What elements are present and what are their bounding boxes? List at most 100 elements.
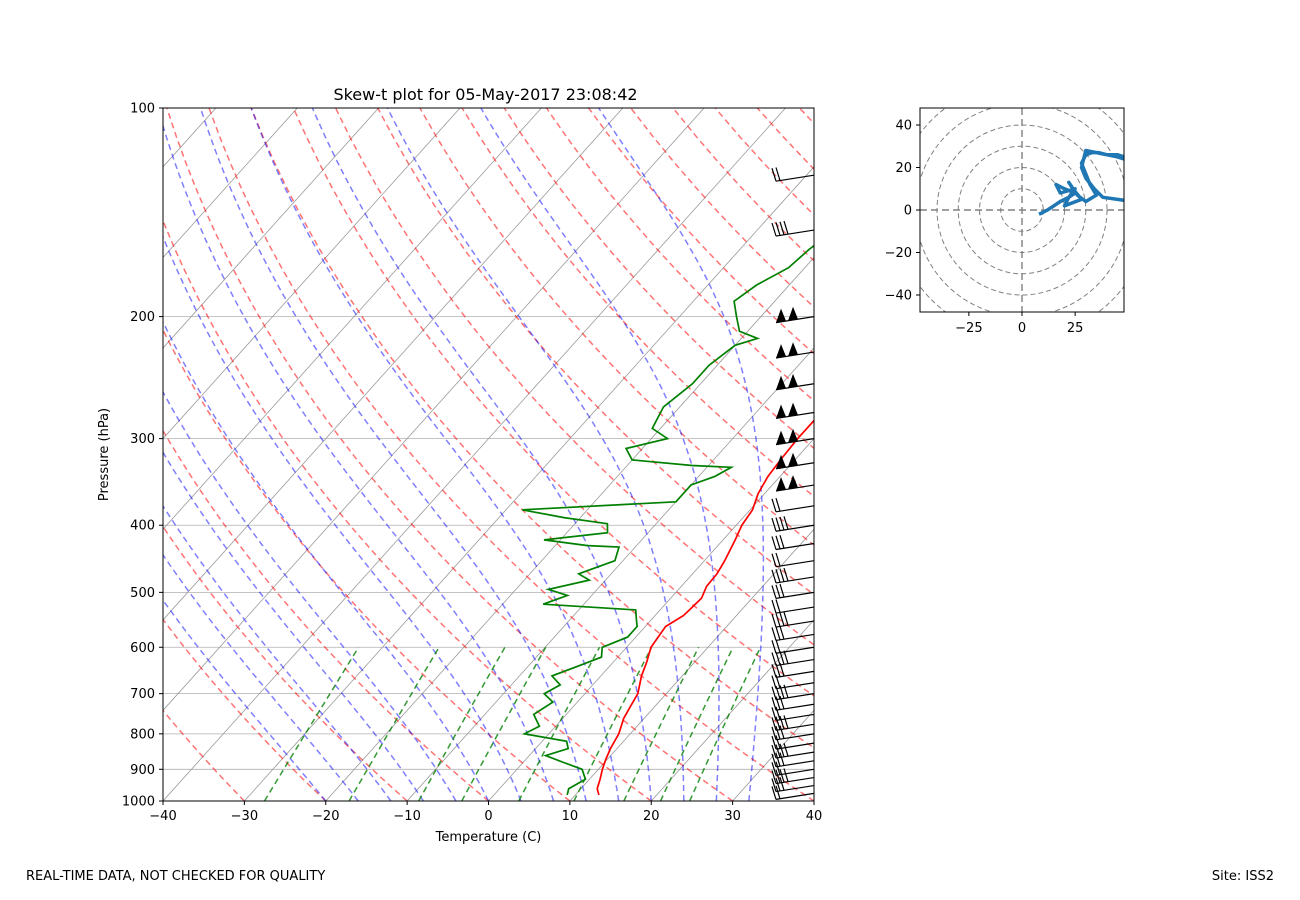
isotherm bbox=[651, 619, 814, 801]
mixing-ratio-line bbox=[263, 646, 360, 801]
wind-barb-feather bbox=[775, 753, 781, 767]
mixing-ratio-line bbox=[461, 646, 547, 801]
moist-adiabat bbox=[163, 234, 522, 801]
wind-barb-feather bbox=[779, 695, 785, 710]
wind-barb-shaft bbox=[775, 723, 814, 731]
wind-barb-feather bbox=[775, 651, 781, 666]
wind-barb-shaft bbox=[775, 792, 814, 800]
y-tick-label: 300 bbox=[130, 432, 155, 447]
wind-barb-feather bbox=[775, 167, 781, 181]
wind-barb-feather bbox=[779, 535, 785, 549]
wind-barb-shaft bbox=[775, 733, 814, 741]
y-tick-label: 700 bbox=[130, 687, 155, 702]
wind-barb-feather bbox=[783, 650, 789, 664]
dry-adiabat bbox=[163, 218, 652, 801]
site-label: Site: ISS2 bbox=[1211, 869, 1274, 884]
wind-barb bbox=[771, 535, 814, 551]
x-axis-label: Temperature (C) bbox=[435, 830, 542, 845]
moist-adiabat bbox=[386, 108, 685, 801]
y-tick-label: 400 bbox=[130, 519, 155, 534]
chart-title: Skew-t plot for 05-May-2017 23:08:42 bbox=[333, 85, 637, 104]
y-tick-label: 100 bbox=[130, 102, 155, 117]
isotherm bbox=[163, 108, 379, 349]
mixing-ratio-line bbox=[689, 646, 762, 801]
wind-barb-feather bbox=[775, 639, 781, 653]
wind-barb-shaft bbox=[775, 658, 814, 667]
wind-barb bbox=[775, 452, 814, 470]
wind-barb-pennant bbox=[776, 375, 786, 390]
moist-adiabat bbox=[163, 123, 555, 801]
dewpoint-profile bbox=[521, 244, 814, 796]
wind-barb-feather bbox=[771, 553, 777, 567]
wind-barb-feather bbox=[775, 569, 781, 583]
wind-barb-feather bbox=[783, 612, 789, 626]
x-tick-label: −10 bbox=[393, 809, 420, 824]
wind-barb-shaft bbox=[775, 620, 814, 628]
wind-barb-feather bbox=[775, 535, 781, 549]
wind-barb-pennant bbox=[788, 342, 798, 357]
wind-barb-shaft bbox=[775, 670, 814, 678]
skewt-plot: −40 −30 −20 −10 0 10 20 30 40 1000 900 800 700 600 500… bbox=[0, 102, 823, 825]
wind-barb-feather bbox=[771, 640, 777, 654]
wind-barb-feather bbox=[779, 516, 785, 531]
y-tick-label: 800 bbox=[130, 727, 155, 742]
wind-barb-feather bbox=[771, 585, 777, 599]
wind-barb bbox=[771, 167, 814, 182]
wind-barb-feather bbox=[771, 697, 777, 711]
y-tick-label: 200 bbox=[130, 310, 155, 325]
wind-barb bbox=[771, 752, 814, 768]
wind-barb-feather bbox=[771, 613, 777, 628]
wind-barb bbox=[771, 612, 814, 628]
hodograph-x-tick-label: 0 bbox=[1018, 321, 1026, 336]
wind-barb-feather bbox=[779, 715, 785, 730]
wind-barb-feather bbox=[779, 583, 785, 598]
isotherm bbox=[163, 108, 705, 711]
y-tick-label: 500 bbox=[130, 586, 155, 601]
wind-barb-feather bbox=[771, 569, 777, 584]
wind-barb bbox=[771, 650, 814, 667]
wind-barb bbox=[771, 735, 814, 750]
wind-barb-feather bbox=[779, 769, 785, 783]
wind-barb-feather bbox=[779, 777, 785, 791]
x-tick-label: 40 bbox=[806, 809, 823, 824]
wind-barb-feather bbox=[779, 221, 785, 235]
hodograph-trace bbox=[1038, 148, 1124, 216]
hodograph-y-tick-label: −40 bbox=[885, 289, 912, 304]
quality-disclaimer: REAL-TIME DATA, NOT CHECKED FOR QUALITY bbox=[26, 869, 326, 884]
wind-barb-pennant bbox=[776, 344, 786, 359]
wind-barb bbox=[771, 220, 814, 237]
wind-barb-feather bbox=[771, 498, 777, 512]
wind-barb-feather bbox=[771, 778, 777, 792]
wind-barb-pennant bbox=[776, 308, 786, 323]
wind-barb-feather bbox=[771, 770, 777, 784]
mixing-ratio-line bbox=[418, 646, 506, 801]
moist-adiabat bbox=[163, 553, 359, 801]
wind-barb bbox=[771, 583, 814, 599]
wind-barb-shaft bbox=[775, 606, 814, 614]
x-tick-label: 10 bbox=[562, 809, 579, 824]
wind-barb bbox=[775, 342, 814, 359]
wind-barb-feather bbox=[775, 517, 781, 531]
wind-barb bbox=[771, 761, 814, 776]
hodograph-y-tick-label: 0 bbox=[904, 204, 912, 219]
y-tick-label: 600 bbox=[130, 641, 155, 656]
wind-barb-feather bbox=[779, 626, 785, 640]
isotherm bbox=[569, 528, 814, 801]
wind-barb bbox=[775, 402, 814, 420]
wind-barb-feather bbox=[771, 664, 777, 678]
dry-adiabat bbox=[208, 108, 814, 801]
wind-barb-feather bbox=[779, 752, 785, 766]
moist-adiabat bbox=[311, 108, 653, 801]
moist-adiabat bbox=[163, 320, 490, 801]
x-tick-label: −20 bbox=[312, 809, 339, 824]
dry-adiabat bbox=[292, 108, 814, 697]
wind-barb-shaft bbox=[775, 760, 814, 768]
wind-barb-feather bbox=[775, 498, 781, 512]
wind-barb-feather bbox=[771, 726, 777, 740]
wind-barb bbox=[771, 552, 814, 568]
plot-background bbox=[163, 108, 814, 801]
isotherm bbox=[0, 108, 53, 801]
isotherm bbox=[0, 108, 135, 801]
wind-barb bbox=[771, 743, 814, 759]
isotherm bbox=[244, 166, 814, 801]
